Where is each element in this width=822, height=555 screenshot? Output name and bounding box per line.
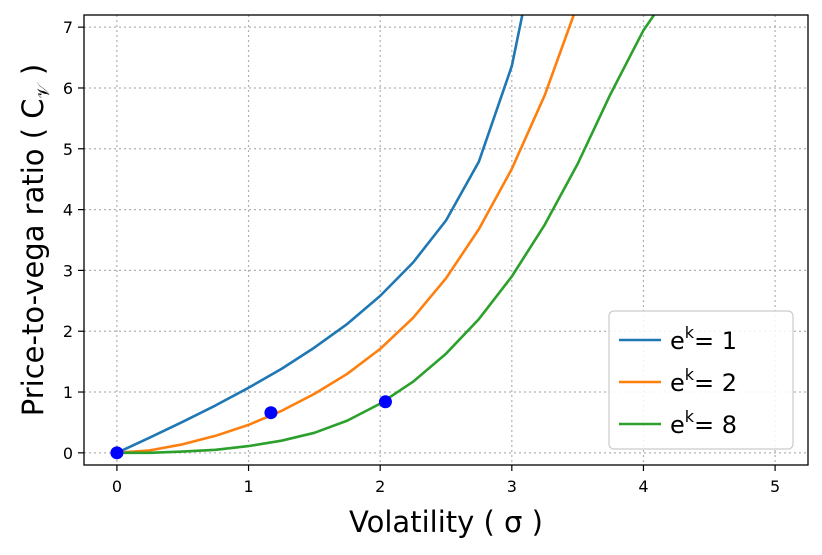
y-tick-label: 7 <box>63 18 73 37</box>
series-line-1 <box>116 15 524 454</box>
ticks: 0 1 2 3 4 5 0 1 2 3 4 5 6 7 <box>63 18 780 496</box>
x-tick-label: 3 <box>507 477 517 496</box>
y-tick-label: 3 <box>63 261 73 280</box>
y-tick-label: 4 <box>63 201 73 220</box>
x-tick-label: 0 <box>112 477 122 496</box>
legend-label-3: ek= 8 <box>670 407 737 439</box>
legend-label-1: ek= 1 <box>670 323 737 355</box>
legend: ek= 1 ek= 2 ek= 8 <box>608 310 794 450</box>
marker-point-3 <box>378 395 392 409</box>
series-layer <box>116 15 656 455</box>
grid <box>84 15 808 465</box>
x-axis-label: Volatility ( σ ) <box>349 505 543 539</box>
x-tick-label: 1 <box>243 477 253 496</box>
markers <box>110 395 392 460</box>
y-tick-label: 1 <box>63 383 73 402</box>
series-line-3 <box>116 15 656 455</box>
x-tick-label: 4 <box>638 477 648 496</box>
y-tick-label: 5 <box>63 140 73 159</box>
y-tick-label: 6 <box>63 79 73 98</box>
marker-point-2 <box>264 406 278 420</box>
legend-box <box>608 310 794 450</box>
x-tick-label: 5 <box>770 477 780 496</box>
y-tick-label: 2 <box>63 322 73 341</box>
y-axis-label: Price-to-vega ratio ( C𝒱 ) <box>16 64 54 417</box>
x-tick-label: 2 <box>375 477 385 496</box>
series-line-2 <box>116 15 575 455</box>
plot-frame <box>83 14 809 466</box>
legend-label-2: ek= 2 <box>670 365 737 397</box>
marker-point-1 <box>110 446 124 460</box>
y-tick-label: 0 <box>63 444 73 463</box>
